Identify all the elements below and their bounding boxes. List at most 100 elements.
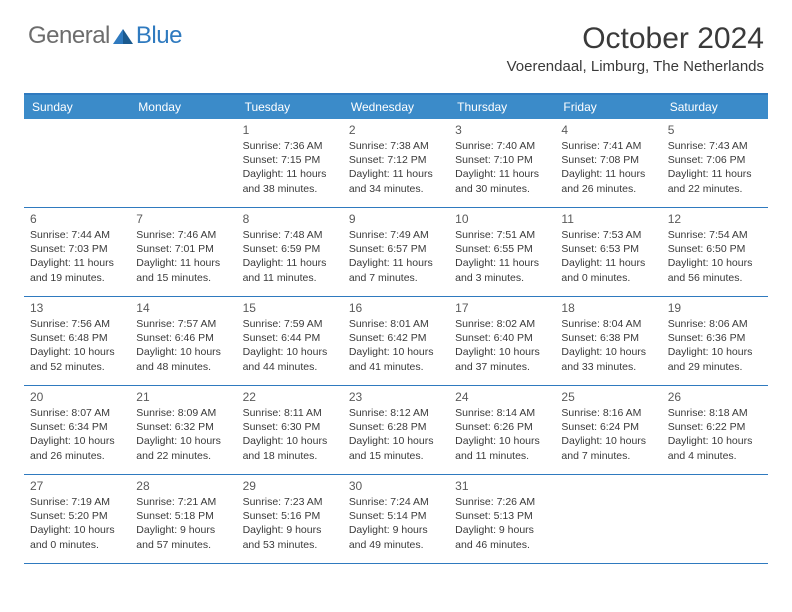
day-headers: Sunday Monday Tuesday Wednesday Thursday… <box>24 95 768 119</box>
daylight-line-1: Daylight: 10 hours <box>136 434 230 448</box>
sunset-line: Sunset: 6:32 PM <box>136 420 230 434</box>
sunrise-line: Sunrise: 8:02 AM <box>455 317 549 331</box>
daylight-line-1: Daylight: 10 hours <box>30 523 124 537</box>
day-number: 14 <box>136 301 230 315</box>
day-number: 13 <box>30 301 124 315</box>
calendar-cell: 22Sunrise: 8:11 AMSunset: 6:30 PMDayligh… <box>237 386 343 474</box>
sunset-line: Sunset: 7:08 PM <box>561 153 655 167</box>
calendar-cell: 4Sunrise: 7:41 AMSunset: 7:08 PMDaylight… <box>555 119 661 207</box>
daylight-line-2: and 18 minutes. <box>243 449 337 463</box>
calendar-cell: 20Sunrise: 8:07 AMSunset: 6:34 PMDayligh… <box>24 386 130 474</box>
day-number: 8 <box>243 212 337 226</box>
sunrise-line: Sunrise: 7:24 AM <box>349 495 443 509</box>
sunset-line: Sunset: 6:28 PM <box>349 420 443 434</box>
daylight-line-1: Daylight: 9 hours <box>136 523 230 537</box>
calendar-cell: 3Sunrise: 7:40 AMSunset: 7:10 PMDaylight… <box>449 119 555 207</box>
daylight-line-2: and 44 minutes. <box>243 360 337 374</box>
sunrise-line: Sunrise: 8:01 AM <box>349 317 443 331</box>
calendar-cell: 13Sunrise: 7:56 AMSunset: 6:48 PMDayligh… <box>24 297 130 385</box>
daylight-line-1: Daylight: 10 hours <box>349 345 443 359</box>
day-header-sat: Saturday <box>662 95 768 119</box>
sunset-line: Sunset: 7:15 PM <box>243 153 337 167</box>
calendar-cell <box>130 119 236 207</box>
calendar-cell: 30Sunrise: 7:24 AMSunset: 5:14 PMDayligh… <box>343 475 449 563</box>
day-header-fri: Friday <box>555 95 661 119</box>
day-header-sun: Sunday <box>24 95 130 119</box>
daylight-line-2: and 29 minutes. <box>668 360 762 374</box>
sunrise-line: Sunrise: 8:09 AM <box>136 406 230 420</box>
daylight-line-1: Daylight: 10 hours <box>668 345 762 359</box>
sunset-line: Sunset: 6:42 PM <box>349 331 443 345</box>
daylight-line-2: and 0 minutes. <box>30 538 124 552</box>
daylight-line-1: Daylight: 10 hours <box>455 434 549 448</box>
calendar-cell: 18Sunrise: 8:04 AMSunset: 6:38 PMDayligh… <box>555 297 661 385</box>
sunrise-line: Sunrise: 8:12 AM <box>349 406 443 420</box>
daylight-line-2: and 48 minutes. <box>136 360 230 374</box>
sunset-line: Sunset: 6:22 PM <box>668 420 762 434</box>
logo-text-general: General <box>28 22 110 50</box>
daylight-line-1: Daylight: 10 hours <box>561 345 655 359</box>
daylight-line-1: Daylight: 10 hours <box>668 434 762 448</box>
sunset-line: Sunset: 6:38 PM <box>561 331 655 345</box>
day-header-wed: Wednesday <box>343 95 449 119</box>
daylight-line-1: Daylight: 11 hours <box>30 256 124 270</box>
sunrise-line: Sunrise: 8:16 AM <box>561 406 655 420</box>
daylight-line-2: and 11 minutes. <box>455 449 549 463</box>
sunset-line: Sunset: 5:18 PM <box>136 509 230 523</box>
logo-text-blue: Blue <box>136 22 182 50</box>
daylight-line-2: and 11 minutes. <box>243 271 337 285</box>
sunset-line: Sunset: 6:48 PM <box>30 331 124 345</box>
calendar-cell: 2Sunrise: 7:38 AMSunset: 7:12 PMDaylight… <box>343 119 449 207</box>
daylight-line-1: Daylight: 11 hours <box>243 167 337 181</box>
daylight-line-2: and 57 minutes. <box>136 538 230 552</box>
daylight-line-2: and 19 minutes. <box>30 271 124 285</box>
location: Voerendaal, Limburg, The Netherlands <box>507 58 764 75</box>
calendar-cell <box>555 475 661 563</box>
header: General Blue October 2024 Voerendaal, Li… <box>0 0 792 83</box>
daylight-line-1: Daylight: 11 hours <box>668 167 762 181</box>
daylight-line-1: Daylight: 10 hours <box>30 345 124 359</box>
sunset-line: Sunset: 6:50 PM <box>668 242 762 256</box>
day-header-mon: Monday <box>130 95 236 119</box>
day-number: 17 <box>455 301 549 315</box>
calendar-cell: 14Sunrise: 7:57 AMSunset: 6:46 PMDayligh… <box>130 297 236 385</box>
daylight-line-2: and 4 minutes. <box>668 449 762 463</box>
sunrise-line: Sunrise: 8:06 AM <box>668 317 762 331</box>
sunset-line: Sunset: 6:46 PM <box>136 331 230 345</box>
daylight-line-2: and 37 minutes. <box>455 360 549 374</box>
daylight-line-1: Daylight: 11 hours <box>561 167 655 181</box>
sunset-line: Sunset: 6:36 PM <box>668 331 762 345</box>
calendar-cell: 15Sunrise: 7:59 AMSunset: 6:44 PMDayligh… <box>237 297 343 385</box>
calendar-cell: 17Sunrise: 8:02 AMSunset: 6:40 PMDayligh… <box>449 297 555 385</box>
month-title: October 2024 <box>507 22 764 56</box>
day-number: 1 <box>243 123 337 137</box>
daylight-line-1: Daylight: 10 hours <box>30 434 124 448</box>
sunset-line: Sunset: 6:59 PM <box>243 242 337 256</box>
calendar-cell: 6Sunrise: 7:44 AMSunset: 7:03 PMDaylight… <box>24 208 130 296</box>
daylight-line-2: and 33 minutes. <box>561 360 655 374</box>
daylight-line-2: and 30 minutes. <box>455 182 549 196</box>
daylight-line-2: and 38 minutes. <box>243 182 337 196</box>
daylight-line-1: Daylight: 11 hours <box>455 256 549 270</box>
day-header-tue: Tuesday <box>237 95 343 119</box>
daylight-line-2: and 26 minutes. <box>30 449 124 463</box>
calendar-cell: 25Sunrise: 8:16 AMSunset: 6:24 PMDayligh… <box>555 386 661 474</box>
daylight-line-1: Daylight: 9 hours <box>243 523 337 537</box>
sunrise-line: Sunrise: 7:21 AM <box>136 495 230 509</box>
day-number: 30 <box>349 479 443 493</box>
calendar-cell: 31Sunrise: 7:26 AMSunset: 5:13 PMDayligh… <box>449 475 555 563</box>
day-number: 28 <box>136 479 230 493</box>
week-row: 6Sunrise: 7:44 AMSunset: 7:03 PMDaylight… <box>24 208 768 297</box>
daylight-line-2: and 7 minutes. <box>561 449 655 463</box>
calendar-cell: 28 Sunrise: 7:21 AMSunset: 5:18 PMDayligh… <box>130 475 236 563</box>
calendar-cell: 1Sunrise: 7:36 AMSunset: 7:15 PMDaylight… <box>237 119 343 207</box>
sunset-line: Sunset: 6:53 PM <box>561 242 655 256</box>
daylight-line-2: and 22 minutes. <box>136 449 230 463</box>
day-number: 10 <box>455 212 549 226</box>
daylight-line-2: and 7 minutes. <box>349 271 443 285</box>
daylight-line-1: Daylight: 11 hours <box>455 167 549 181</box>
daylight-line-1: Daylight: 9 hours <box>455 523 549 537</box>
daylight-line-2: and 3 minutes. <box>455 271 549 285</box>
weeks-container: 1Sunrise: 7:36 AMSunset: 7:15 PMDaylight… <box>24 119 768 564</box>
calendar-cell: 27Sunrise: 7:19 AMSunset: 5:20 PMDayligh… <box>24 475 130 563</box>
